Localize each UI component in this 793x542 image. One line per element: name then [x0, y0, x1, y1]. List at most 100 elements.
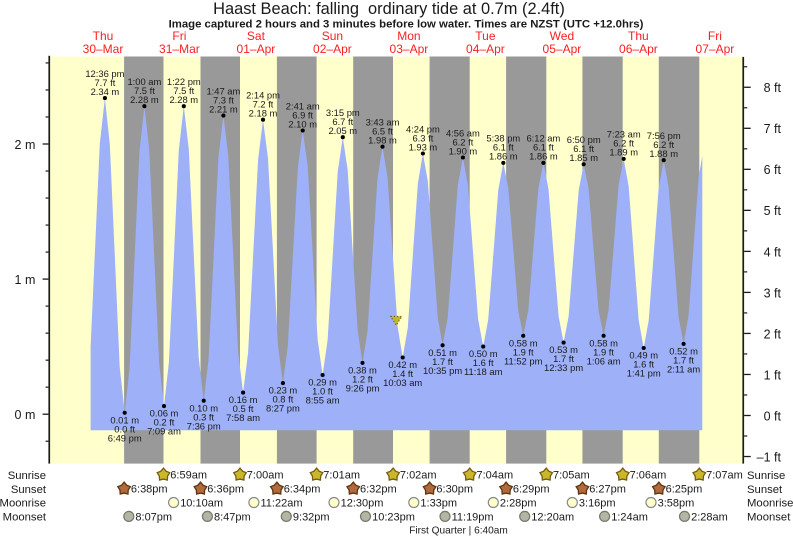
svg-text:Fri: Fri [708, 29, 722, 43]
svg-text:1:41 pm: 1:41 pm [627, 368, 661, 379]
svg-text:6:50 pm: 6:50 pm [567, 134, 601, 145]
svg-text:6.9 ft: 6.9 ft [292, 109, 313, 120]
svg-text:3 ft: 3 ft [764, 286, 782, 300]
svg-text:6 ft: 6 ft [764, 163, 782, 177]
svg-text:1.2 ft: 1.2 ft [352, 374, 373, 385]
svg-text:Fri: Fri [172, 29, 186, 43]
svg-text:7:56 pm: 7:56 pm [647, 130, 681, 141]
svg-text:Wed: Wed [550, 29, 574, 43]
svg-text:Sunset: Sunset [747, 484, 783, 496]
svg-text:0.2 ft: 0.2 ft [154, 417, 175, 428]
svg-text:–1 ft: –1 ft [757, 450, 782, 464]
svg-text:First Quarter | 6:40am: First Quarter | 6:40am [409, 525, 508, 536]
svg-text:9:32pm: 9:32pm [293, 511, 330, 523]
svg-text:0.3 ft: 0.3 ft [193, 411, 214, 422]
svg-text:7.2 ft: 7.2 ft [253, 99, 274, 110]
svg-text:1.6 ft: 1.6 ft [473, 357, 494, 368]
svg-text:0.23 m: 0.23 m [269, 385, 298, 396]
svg-text:6:38pm: 6:38pm [131, 484, 168, 496]
svg-text:Sunset: Sunset [11, 484, 47, 496]
svg-text:6.1 ft: 6.1 ft [533, 142, 554, 153]
svg-text:01–Apr: 01–Apr [237, 42, 276, 56]
svg-text:6:49 pm: 6:49 pm [108, 432, 142, 443]
svg-text:2.21 m: 2.21 m [209, 103, 238, 114]
svg-text:6:36pm: 6:36pm [207, 484, 244, 496]
svg-text:6:12 am: 6:12 am [526, 133, 560, 144]
svg-text:6.5 ft: 6.5 ft [372, 126, 393, 137]
svg-text:1.86 m: 1.86 m [529, 151, 558, 162]
svg-text:3:58pm: 3:58pm [658, 498, 695, 510]
svg-text:6.1 ft: 6.1 ft [573, 143, 594, 154]
svg-text:1 ft: 1 ft [764, 368, 782, 382]
svg-text:0.50 m: 0.50 m [469, 348, 498, 359]
svg-text:2:28am: 2:28am [691, 511, 728, 523]
svg-text:4:56 am: 4:56 am [446, 127, 480, 138]
svg-text:10:35 pm: 10:35 pm [423, 365, 462, 376]
svg-text:Thu: Thu [93, 29, 114, 43]
svg-text:0.10 m: 0.10 m [189, 402, 218, 413]
svg-text:7 ft: 7 ft [764, 122, 782, 136]
svg-text:1.9 ft: 1.9 ft [513, 346, 534, 357]
svg-text:0.51 m: 0.51 m [428, 347, 457, 358]
svg-text:8:47pm: 8:47pm [214, 511, 251, 523]
svg-text:Thu: Thu [628, 29, 649, 43]
svg-text:12:33 pm: 12:33 pm [544, 362, 583, 373]
svg-text:0.38 m: 0.38 m [348, 365, 377, 376]
svg-text:0 ft: 0 ft [764, 409, 782, 423]
svg-text:Sun: Sun [322, 29, 343, 43]
svg-text:7:05am: 7:05am [553, 470, 590, 482]
svg-text:1.98 m: 1.98 m [368, 135, 397, 146]
svg-text:6.2 ft: 6.2 ft [613, 138, 634, 149]
svg-text:6:34pm: 6:34pm [284, 484, 321, 496]
svg-text:0.58 m: 0.58 m [509, 337, 538, 348]
svg-text:1.7 ft: 1.7 ft [553, 353, 574, 364]
svg-text:0.0 ft: 0.0 ft [114, 423, 135, 434]
svg-text:1.88 m: 1.88 m [649, 148, 678, 159]
svg-text:5:38 pm: 5:38 pm [486, 133, 520, 144]
svg-text:11:18 am: 11:18 am [464, 366, 503, 377]
svg-text:Moonset: Moonset [3, 512, 47, 524]
svg-text:6:29pm: 6:29pm [513, 484, 550, 496]
svg-text:1:22 pm: 1:22 pm [167, 76, 201, 87]
svg-text:7:07am: 7:07am [706, 470, 743, 482]
svg-text:2.18 m: 2.18 m [249, 108, 278, 119]
svg-text:8:27 pm: 8:27 pm [266, 403, 300, 414]
svg-text:2 ft: 2 ft [764, 327, 782, 341]
svg-text:7:23 am: 7:23 am [607, 129, 641, 140]
svg-text:10:03 am: 10:03 am [383, 377, 422, 388]
svg-text:8:55 am: 8:55 am [306, 395, 340, 406]
svg-text:1.90 m: 1.90 m [449, 145, 478, 156]
svg-text:3:15 pm: 3:15 pm [326, 107, 360, 118]
svg-text:0.53 m: 0.53 m [549, 344, 578, 355]
svg-text:7.5 ft: 7.5 ft [173, 85, 194, 96]
svg-text:Moonrise: Moonrise [0, 498, 46, 510]
svg-text:12:30pm: 12:30pm [341, 498, 384, 510]
svg-text:7:58 am: 7:58 am [226, 412, 260, 423]
svg-text:0.52 m: 0.52 m [669, 346, 698, 357]
svg-text:1 m: 1 m [15, 273, 36, 287]
svg-text:9:26 pm: 9:26 pm [346, 383, 380, 394]
svg-text:7:36 pm: 7:36 pm [187, 420, 221, 431]
svg-text:1.89 m: 1.89 m [609, 147, 638, 158]
svg-text:Sunrise: Sunrise [8, 470, 46, 482]
svg-text:6:32pm: 6:32pm [360, 484, 397, 496]
svg-text:04–Apr: 04–Apr [466, 42, 505, 56]
svg-text:10:10am: 10:10am [180, 498, 223, 510]
svg-text:Sunrise: Sunrise [747, 470, 785, 482]
svg-text:1:24am: 1:24am [611, 511, 648, 523]
svg-text:2.34 m: 2.34 m [91, 86, 120, 97]
svg-text:2.28 m: 2.28 m [130, 94, 159, 105]
svg-text:03–Apr: 03–Apr [390, 42, 429, 56]
svg-text:Tue: Tue [475, 29, 496, 43]
svg-text:0.5 ft: 0.5 ft [233, 403, 254, 414]
svg-text:1.6 ft: 1.6 ft [633, 359, 654, 370]
svg-text:11:19pm: 11:19pm [452, 511, 494, 523]
svg-text:7:04am: 7:04am [477, 470, 514, 482]
svg-text:6:27pm: 6:27pm [589, 484, 626, 496]
svg-text:1:00 am: 1:00 am [127, 76, 161, 87]
svg-text:8 ft: 8 ft [764, 81, 782, 95]
svg-text:7:09 am: 7:09 am [147, 426, 181, 437]
svg-text:6:59am: 6:59am [170, 470, 207, 482]
svg-text:Moonset: Moonset [747, 512, 791, 524]
svg-text:3:43 am: 3:43 am [366, 117, 400, 128]
